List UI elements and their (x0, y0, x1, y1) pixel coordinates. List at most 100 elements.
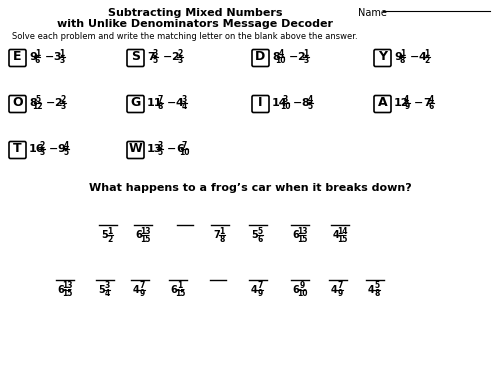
Text: 9: 9 (58, 144, 66, 154)
Text: D: D (256, 51, 266, 63)
Text: 15: 15 (336, 234, 347, 243)
Text: 13: 13 (140, 226, 150, 236)
Text: 2: 2 (172, 52, 179, 62)
Text: 9: 9 (338, 290, 342, 298)
Text: 4: 4 (308, 95, 313, 104)
Text: 14: 14 (272, 98, 287, 108)
Text: 4: 4 (278, 49, 283, 58)
Text: 15: 15 (174, 290, 185, 298)
Text: 6: 6 (170, 285, 177, 295)
Text: 3: 3 (177, 56, 182, 65)
Text: 5: 5 (101, 230, 108, 240)
Text: 8: 8 (29, 98, 37, 108)
Text: −: − (293, 98, 302, 108)
Text: 7: 7 (423, 98, 430, 108)
Text: 1: 1 (303, 49, 308, 58)
Text: 6: 6 (136, 230, 142, 240)
Text: 5: 5 (153, 56, 158, 65)
Text: 3: 3 (59, 56, 64, 65)
Text: 16: 16 (29, 144, 44, 154)
Text: 9: 9 (300, 282, 304, 291)
Text: 10: 10 (280, 102, 290, 111)
Text: What happens to a frog’s car when it breaks down?: What happens to a frog’s car when it bre… (88, 183, 411, 193)
Text: 4: 4 (64, 141, 69, 150)
Text: 6: 6 (292, 285, 300, 295)
Text: T: T (13, 142, 22, 156)
Text: Subtracting Mixed Numbers: Subtracting Mixed Numbers (108, 8, 282, 18)
Text: 6: 6 (58, 285, 64, 295)
Text: −: − (44, 52, 54, 62)
Text: 8: 8 (272, 52, 280, 62)
Text: 2: 2 (177, 49, 182, 58)
Text: 9: 9 (258, 290, 262, 298)
Text: 7: 7 (147, 52, 155, 62)
Text: 4: 4 (104, 290, 110, 298)
Text: 4: 4 (332, 230, 340, 240)
Text: 3: 3 (282, 95, 288, 104)
Text: 1: 1 (108, 226, 112, 236)
Text: 13: 13 (147, 144, 162, 154)
Text: 6: 6 (176, 144, 184, 154)
Text: Solve each problem and write the matching letter on the blank above the answer.: Solve each problem and write the matchin… (12, 32, 358, 41)
Text: 3: 3 (60, 102, 66, 111)
Text: E: E (13, 51, 22, 63)
Text: 3: 3 (153, 49, 158, 58)
Text: 2: 2 (424, 56, 430, 65)
Text: 5: 5 (64, 148, 69, 157)
Text: 9: 9 (394, 52, 402, 62)
Text: 13: 13 (296, 226, 307, 236)
Text: −: − (288, 52, 298, 62)
Text: 8: 8 (302, 98, 310, 108)
Text: 2: 2 (298, 52, 305, 62)
Text: 1: 1 (220, 226, 224, 236)
Text: 5: 5 (308, 102, 312, 111)
FancyBboxPatch shape (127, 141, 144, 159)
Text: 3: 3 (54, 52, 61, 62)
Text: 2: 2 (54, 98, 62, 108)
Text: 4: 4 (404, 95, 409, 104)
Text: 4: 4 (418, 52, 426, 62)
Text: 3: 3 (104, 282, 110, 291)
Text: 10: 10 (180, 148, 190, 157)
Text: 8: 8 (400, 56, 405, 65)
Text: 4: 4 (428, 95, 434, 104)
Text: 12: 12 (32, 102, 43, 111)
Text: A: A (378, 96, 388, 109)
Text: −: − (167, 144, 176, 154)
Text: 1: 1 (59, 49, 64, 58)
Text: 8: 8 (219, 234, 224, 243)
Text: 1: 1 (178, 282, 182, 291)
Text: 7: 7 (337, 282, 342, 291)
Text: 6: 6 (258, 234, 262, 243)
Text: 2: 2 (60, 95, 66, 104)
Text: with Unlike Denominators Message Decoder: with Unlike Denominators Message Decoder (57, 19, 333, 29)
Text: 13: 13 (62, 282, 72, 291)
Text: 10: 10 (276, 56, 286, 65)
Text: −: − (49, 144, 58, 154)
Text: 4: 4 (133, 285, 140, 295)
Text: −: − (167, 98, 176, 108)
FancyBboxPatch shape (9, 141, 26, 159)
Text: 7: 7 (213, 230, 220, 240)
Text: 8: 8 (374, 290, 380, 298)
Text: 8: 8 (157, 102, 162, 111)
Text: 10: 10 (296, 290, 307, 298)
Text: Y: Y (378, 51, 387, 63)
Text: 2: 2 (39, 141, 44, 150)
Text: 7: 7 (182, 141, 188, 150)
Text: 1: 1 (400, 49, 405, 58)
FancyBboxPatch shape (252, 50, 269, 66)
Text: 3: 3 (157, 141, 162, 150)
Text: 15: 15 (140, 234, 150, 243)
Text: 1: 1 (424, 49, 430, 58)
FancyBboxPatch shape (9, 96, 26, 112)
FancyBboxPatch shape (252, 96, 269, 112)
FancyBboxPatch shape (127, 50, 144, 66)
Text: 15: 15 (62, 290, 72, 298)
Text: 3: 3 (303, 56, 308, 65)
Text: I: I (258, 96, 263, 109)
Text: 9: 9 (404, 102, 409, 111)
Text: G: G (130, 96, 140, 109)
Text: Name: Name (358, 8, 387, 18)
Text: 4: 4 (331, 285, 338, 295)
